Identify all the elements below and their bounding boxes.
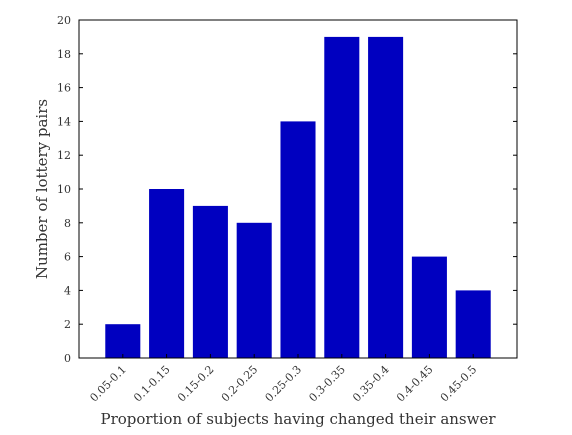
x-tick-label: 0.15-0.2 <box>175 363 217 405</box>
x-tick-label: 0.45-0.5 <box>438 363 480 405</box>
y-tick-label: 12 <box>57 149 71 162</box>
y-tick-label: 2 <box>64 318 71 331</box>
y-tick-label: 16 <box>57 82 71 95</box>
y-tick-label: 6 <box>64 251 71 264</box>
x-tick-label: 0.1-0.15 <box>131 363 173 405</box>
x-tick-label: 0.4-0.45 <box>394 363 436 405</box>
y-tick-label: 10 <box>57 183 71 196</box>
x-tick-label: 0.3-0.35 <box>306 363 348 405</box>
y-tick-label: 4 <box>64 284 71 297</box>
x-tick-label: 0.05-0.1 <box>87 363 129 405</box>
bars-group <box>105 36 491 359</box>
x-tick-label: 0.2-0.25 <box>219 363 261 405</box>
bar-0.15-0.2 <box>192 205 228 358</box>
y-tick-label: 14 <box>57 115 71 128</box>
bar-0.35-0.4 <box>368 36 404 359</box>
x-axis-label: Proportion of subjects having changed th… <box>100 410 496 428</box>
x-tick-label: 0.25-0.3 <box>263 363 305 405</box>
bar-0.25-0.3 <box>280 121 316 359</box>
bar-0.1-0.15 <box>149 189 185 358</box>
y-axis-label: Number of lottery pairs <box>33 99 51 279</box>
bar-0.2-0.25 <box>236 222 272 358</box>
bar-0.45-0.5 <box>455 290 491 358</box>
y-ticks-group: 0 2 4 6 8 10 12 14 16 18 20 <box>57 14 517 365</box>
bar-0.05-0.1 <box>105 324 141 358</box>
bar-0.4-0.45 <box>411 256 447 358</box>
y-tick-label: 0 <box>64 352 71 365</box>
bar-0.3-0.35 <box>324 36 360 359</box>
plot-frame <box>78 19 518 359</box>
y-tick-label: 8 <box>64 217 71 230</box>
y-tick-label: 20 <box>57 14 71 27</box>
x-tick-label: 0.35-0.4 <box>350 363 392 405</box>
x-ticks-group: 0.05-0.1 0.1-0.15 0.15-0.2 0.2-0.25 0.25-0.3… <box>87 354 479 404</box>
y-tick-label: 18 <box>57 48 71 61</box>
